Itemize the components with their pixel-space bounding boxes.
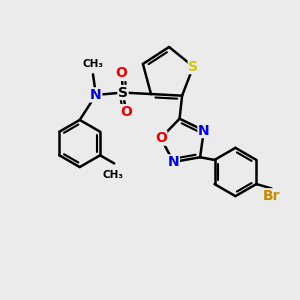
Text: S: S	[118, 85, 128, 100]
Text: CH₃: CH₃	[102, 170, 123, 180]
Text: N: N	[90, 88, 102, 102]
Text: O: O	[155, 131, 167, 145]
Text: CH₃: CH₃	[82, 59, 103, 69]
Text: N: N	[168, 155, 179, 169]
Text: N: N	[198, 124, 210, 137]
Text: O: O	[120, 105, 132, 119]
Text: Br: Br	[263, 189, 280, 203]
Text: S: S	[188, 60, 198, 74]
Text: O: O	[116, 66, 128, 80]
